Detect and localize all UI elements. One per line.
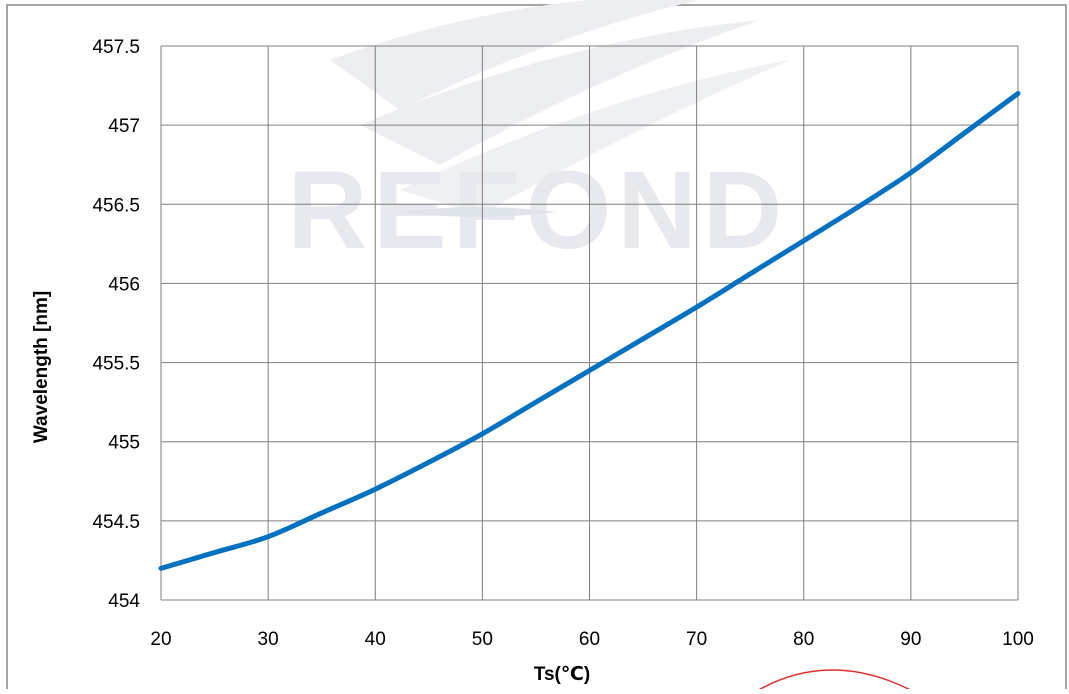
x-tick-label: 60 — [579, 629, 600, 650]
stamp-circle — [750, 669, 920, 694]
x-tick-label: 20 — [150, 629, 171, 650]
watermark-stripe — [330, 0, 699, 110]
chart-frame — [6, 4, 1067, 694]
y-tick-label: 454 — [108, 591, 140, 612]
series-layer — [158, 90, 1021, 571]
watermark: REFOND — [288, 0, 790, 272]
watermark-stripe — [360, 20, 760, 165]
x-tick-label: 70 — [686, 629, 707, 650]
y-tick-label: 457 — [108, 116, 140, 137]
y-axis-ticks: 454 454.5 455 455.5 456 456.5 457 457.5 — [92, 37, 140, 612]
y-tick-label: 456.5 — [92, 195, 140, 216]
y-tick-label: 454.5 — [92, 512, 140, 533]
y-tick-label: 456 — [108, 274, 140, 295]
watermark-lens-mark — [400, 207, 556, 217]
x-axis-ticks: 20 30 40 50 60 70 80 90 100 — [150, 629, 1033, 650]
y-tick-label: 455 — [108, 433, 140, 454]
wavelength-series-line — [158, 90, 1021, 571]
y-tick-label: 457.5 — [92, 37, 140, 58]
grid — [160, 45, 1019, 601]
x-tick-label: 40 — [365, 629, 386, 650]
x-tick-label: 90 — [900, 629, 921, 650]
y-tick-label: 455.5 — [92, 354, 140, 375]
y-axis-title: Wavelength [nm] — [31, 291, 52, 443]
x-tick-label: 50 — [472, 629, 493, 650]
watermark-stripe — [400, 60, 790, 215]
x-tick-label: 30 — [258, 629, 279, 650]
x-tick-label: 100 — [1002, 629, 1034, 650]
x-axis-title: Ts(℃) — [534, 664, 590, 685]
x-tick-label: 80 — [793, 629, 814, 650]
